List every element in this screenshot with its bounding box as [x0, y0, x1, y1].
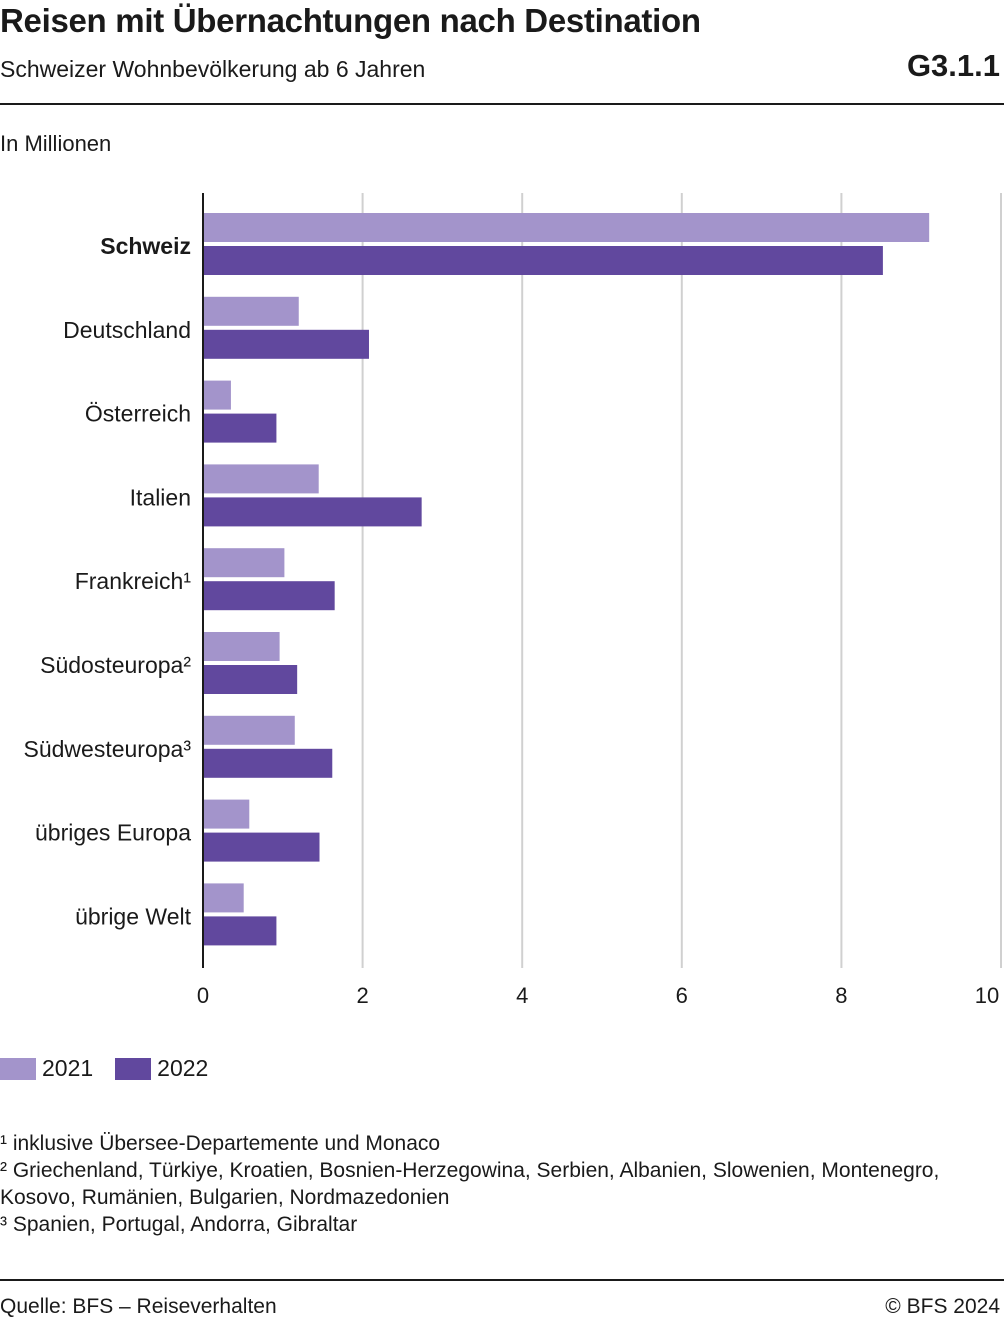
header-rule [0, 103, 1004, 105]
bar-2021-5 [203, 632, 280, 661]
category-label-7: übriges Europa [35, 820, 191, 846]
footnote-3: ³ Spanien, Portugal, Andorra, Gibraltar [0, 1213, 358, 1236]
legend-label-2022: 2022 [157, 1055, 209, 1081]
footnote-2: ² Griechenland, Türkiye, Kroatien, Bosni… [0, 1159, 940, 1182]
category-label-5: Südosteuropa² [40, 652, 191, 678]
bar-2021-4 [203, 548, 285, 578]
bar-2022-7 [203, 832, 320, 862]
source-note: Quelle: BFS – Reiseverhalten [0, 1295, 277, 1318]
copyright-note: © BFS 2024 [885, 1295, 1000, 1318]
chart-title: Reisen mit Übernachtungen nach Destinati… [0, 2, 701, 39]
bar-2021-1 [203, 296, 299, 326]
legend-swatch-2022 [115, 1057, 152, 1080]
x-tick-label-2: 2 [356, 983, 368, 1008]
footnotes: ¹ inklusive Übersee-Departemente und Mon… [0, 1130, 1004, 1238]
chart-code: G3.1.1 [906, 48, 1000, 83]
x-tick-label-6: 6 [676, 983, 688, 1008]
bar-2021-3 [203, 464, 319, 494]
bar-2021-8 [203, 883, 244, 913]
bar-2021-7 [203, 799, 250, 829]
bar-2022-8 [203, 916, 277, 946]
bar-2022-4 [203, 581, 335, 611]
category-label-2: Österreich [85, 401, 191, 427]
bar-2022-2 [203, 413, 277, 443]
category-label-1: Deutschland [63, 317, 191, 343]
category-label-8: übrige Welt [75, 903, 192, 929]
x-tick-label-8: 8 [835, 983, 847, 1008]
bar-2022-1 [203, 329, 369, 359]
legend-item-2022: 2022 [115, 1055, 208, 1082]
x-tick-label-4: 4 [516, 983, 528, 1008]
x-tick-label-0: 0 [197, 983, 209, 1008]
bar-2022-5 [203, 665, 298, 694]
x-tick-label-10: 10 [975, 983, 999, 1008]
legend-item-2021: 2021 [0, 1055, 93, 1082]
bar-chart: 0 2 4 6 8 10 Schweiz Deutschland Österreich Itali… [24, 193, 1002, 1008]
category-label-0: Schweiz [100, 233, 191, 259]
category-label-6: Südwesteuropa³ [24, 736, 192, 762]
bar-2021-6 [203, 715, 295, 745]
category-label-3: Italien [130, 484, 191, 510]
bar-2021-0 [203, 213, 930, 242]
legend: 2021 2022 [0, 1055, 230, 1082]
bar-2021-2 [203, 380, 231, 410]
category-label-4: Frankreich¹ [75, 568, 192, 594]
unit-label: In Millionen [0, 131, 112, 156]
footer-rule [0, 1279, 1004, 1281]
bar-2022-3 [203, 497, 422, 527]
footnote-2-continued: Kosovo, Rumänien, Bulgarien, Nordmazedon… [0, 1186, 450, 1209]
legend-swatch-2021 [0, 1057, 36, 1080]
chart-subtitle: Schweizer Wohnbevölkerung ab 6 Jahren [0, 56, 426, 82]
bar-2022-0 [203, 246, 883, 275]
footnote-1: ¹ inklusive Übersee-Departemente und Mon… [0, 1132, 441, 1155]
bar-2022-6 [203, 748, 333, 778]
legend-label-2021: 2021 [42, 1055, 94, 1081]
